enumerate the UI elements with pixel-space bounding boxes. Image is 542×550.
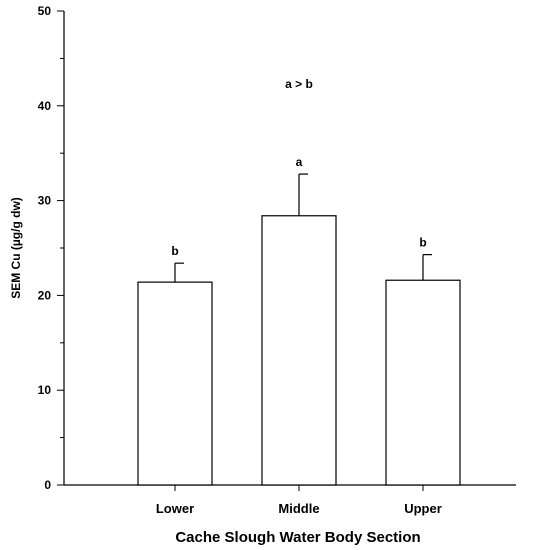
comparison-annotation: a > b [285,77,313,91]
group-letter-label: b [419,236,426,250]
x-axis: Lower Middle Upper [64,484,516,516]
x-axis-title: Cache Slough Water Body Section [175,529,420,546]
bar [261,215,337,486]
y-tick-label: 30 [38,194,52,208]
y-tick-label: 40 [38,99,52,113]
bar [385,279,461,486]
y-tick-label: 50 [38,4,52,18]
y-axis-title: SEM Cu (µg/g dw) [9,197,23,299]
x-tick-label: Middle [278,501,319,516]
x-tick-label: Lower [156,501,194,516]
group-letter-label: a [296,155,303,169]
y-tick-label: 20 [38,288,52,302]
bars: b a b [137,155,461,486]
y-tick-label: 10 [38,383,52,397]
y-axis: 0 10 20 30 40 50 [38,4,65,492]
x-tick-label: Upper [404,501,442,516]
y-tick-label: 0 [44,478,51,492]
bar [137,281,213,486]
group-letter-label: b [171,244,178,258]
